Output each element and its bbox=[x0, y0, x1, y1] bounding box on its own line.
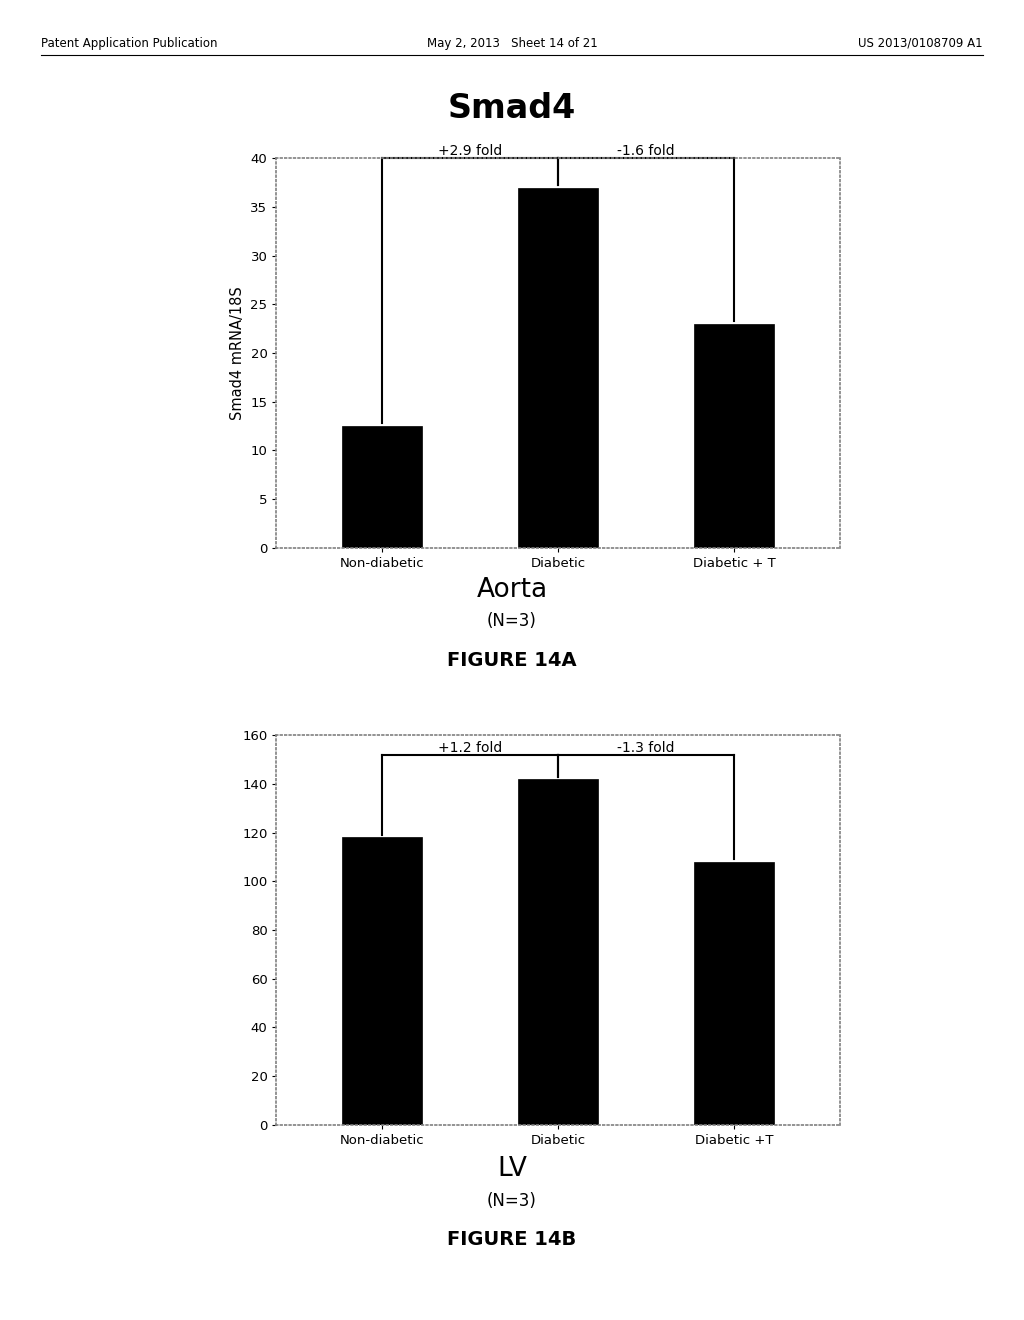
Text: Aorta: Aorta bbox=[476, 577, 548, 603]
Text: (N=3): (N=3) bbox=[487, 612, 537, 631]
Text: May 2, 2013   Sheet 14 of 21: May 2, 2013 Sheet 14 of 21 bbox=[427, 37, 597, 50]
Text: -1.6 fold: -1.6 fold bbox=[617, 144, 675, 158]
Text: LV: LV bbox=[497, 1156, 527, 1183]
Bar bbox=[518, 779, 598, 1125]
Text: Smad4: Smad4 bbox=[447, 92, 577, 125]
Text: -1.3 fold: -1.3 fold bbox=[617, 741, 675, 755]
Text: (N=3): (N=3) bbox=[487, 1192, 537, 1210]
Text: Patent Application Publication: Patent Application Publication bbox=[41, 37, 217, 50]
Bar bbox=[342, 837, 422, 1125]
Text: +2.9 fold: +2.9 fold bbox=[438, 144, 502, 158]
Y-axis label: Smad4 mRNA/18S: Smad4 mRNA/18S bbox=[230, 286, 245, 420]
Bar bbox=[694, 323, 774, 548]
Bar bbox=[518, 187, 598, 548]
Bar bbox=[342, 426, 422, 548]
Text: FIGURE 14A: FIGURE 14A bbox=[447, 651, 577, 669]
Text: US 2013/0108709 A1: US 2013/0108709 A1 bbox=[858, 37, 983, 50]
Text: FIGURE 14B: FIGURE 14B bbox=[447, 1230, 577, 1249]
Bar bbox=[694, 862, 774, 1125]
Text: +1.2 fold: +1.2 fold bbox=[438, 741, 502, 755]
